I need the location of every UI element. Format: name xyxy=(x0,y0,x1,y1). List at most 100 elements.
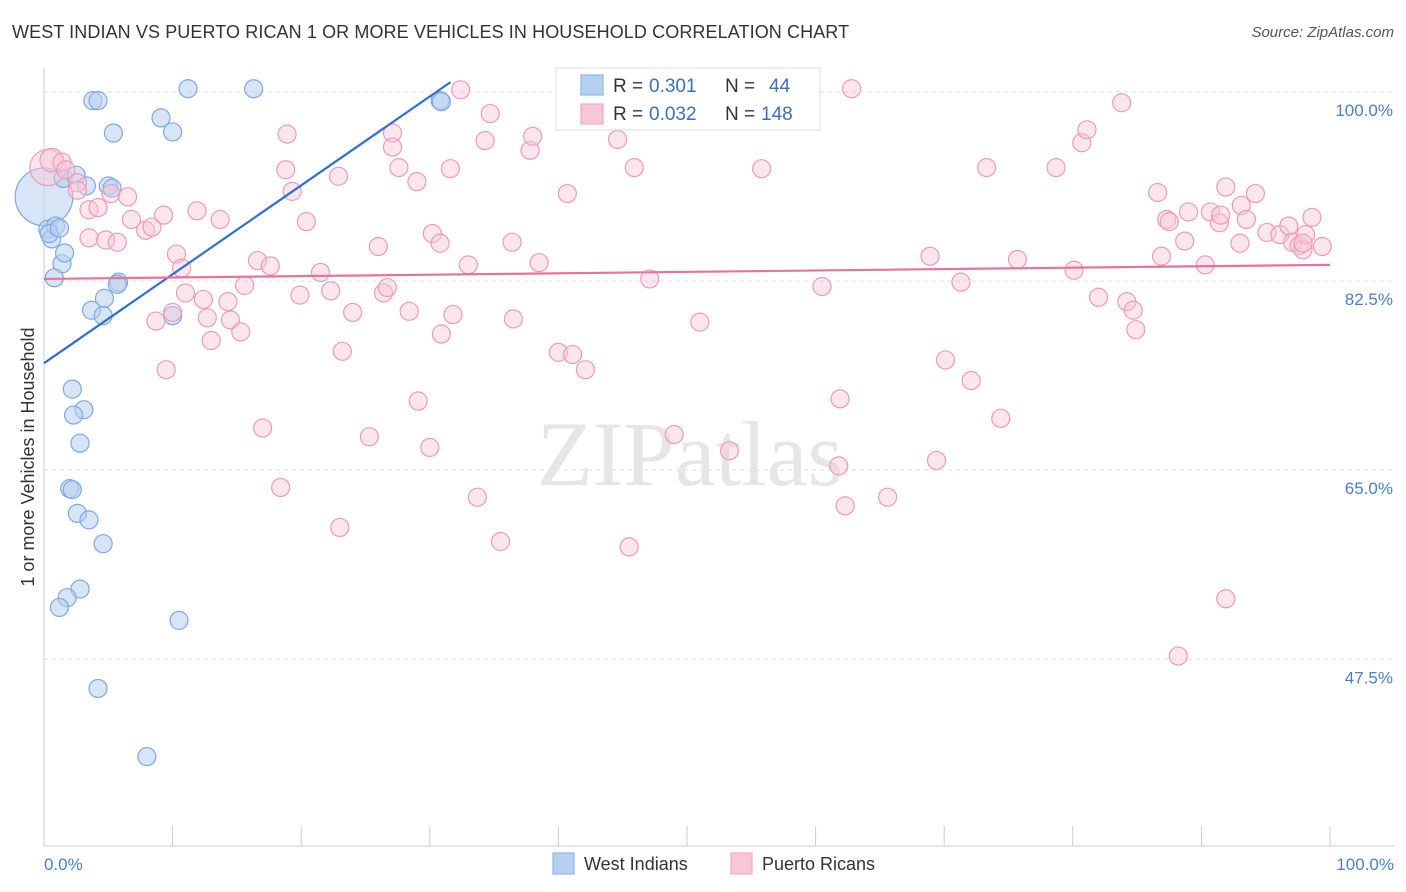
puerto-rican-point xyxy=(557,183,578,204)
puerto-rican-point xyxy=(96,230,116,250)
puerto-rican-point xyxy=(197,308,217,328)
puerto-rican-point xyxy=(1211,205,1231,225)
puerto-rican-point xyxy=(296,212,316,232)
trend-lines xyxy=(43,81,1331,365)
puerto-rican-point xyxy=(1126,320,1146,340)
west-indian-point xyxy=(137,746,157,767)
puerto-rican-point xyxy=(193,289,214,310)
puerto-rican-point xyxy=(1302,207,1322,227)
west-indian-point xyxy=(62,480,82,500)
puerto-rican-point xyxy=(607,129,628,150)
legend-n-label-0: N = xyxy=(725,76,755,97)
west-indian-point xyxy=(88,91,108,111)
puerto-rican-point xyxy=(231,322,251,342)
puerto-rican-point xyxy=(1245,183,1266,204)
puerto-rican-point xyxy=(830,389,850,409)
puerto-rican-point xyxy=(1088,287,1109,307)
west-indian-point xyxy=(70,433,90,453)
puerto-rican-point xyxy=(1175,231,1195,251)
y-axis-label: 1 or more Vehicles in Household xyxy=(18,327,38,586)
puerto-rican-point xyxy=(719,441,740,461)
west-indians-trend-line xyxy=(43,81,452,365)
west-indian-point xyxy=(62,379,82,399)
legend-n-label-1: N = xyxy=(725,104,755,125)
puerto-rican-point xyxy=(520,140,540,160)
puerto-rican-point xyxy=(277,124,297,144)
puerto-rican-point xyxy=(1148,182,1168,203)
y-tick-label: 100.0% xyxy=(1335,101,1393,120)
puerto-rican-point xyxy=(218,292,238,312)
puerto-rican-point xyxy=(142,217,162,237)
puerto-rican-point xyxy=(1279,216,1299,236)
puerto-rican-point xyxy=(121,209,142,230)
puerto-rican-point xyxy=(260,256,280,276)
puerto-rican-point xyxy=(1077,120,1097,140)
puerto-rican-point xyxy=(1209,213,1230,233)
puerto-rican-point xyxy=(1195,255,1215,275)
puerto-rican-point xyxy=(523,126,543,146)
puerto-rican-point xyxy=(480,103,500,124)
puerto-rican-point xyxy=(490,531,511,552)
puerto-rican-point xyxy=(235,275,255,295)
puerto-rican-point xyxy=(310,262,331,283)
bottom-legend-west-indians: West Indians xyxy=(584,854,688,874)
west-indian-point xyxy=(163,122,183,142)
puerto-rican-point xyxy=(420,437,440,458)
west-indian-point xyxy=(49,218,70,238)
puerto-rican-point xyxy=(1178,202,1199,222)
puerto-rican-point xyxy=(503,309,523,329)
puerto-rican-point xyxy=(935,350,956,370)
puerto-rican-point xyxy=(321,281,341,301)
puerto-rican-point xyxy=(977,158,997,178)
x-tick-label-max: 100.0% xyxy=(1336,855,1394,874)
puerto-rican-point xyxy=(920,246,940,266)
puerto-ricans-points xyxy=(29,79,1332,666)
puerto-rican-point xyxy=(430,233,450,253)
west-indian-point xyxy=(169,610,189,630)
west-indian-point xyxy=(431,92,451,112)
bottom-legend: West Indians Puerto Ricans xyxy=(552,852,875,875)
bottom-legend-puerto-ricans: Puerto Ricans xyxy=(762,854,875,874)
west-indian-point xyxy=(54,243,75,263)
puerto-rican-point xyxy=(1112,93,1132,113)
legend-n-value-1: 148 xyxy=(761,104,793,125)
west-indian-point xyxy=(107,274,127,294)
puerto-rican-point xyxy=(502,232,522,252)
y-tick-label: 65.0% xyxy=(1345,479,1393,498)
puerto-rican-point xyxy=(467,487,487,507)
legend-box: R = 0.301 N = 44 R = 0.032 N = 148 xyxy=(555,67,821,131)
puerto-rican-point xyxy=(101,183,121,204)
puerto-rican-point xyxy=(1159,212,1179,232)
puerto-rican-point xyxy=(29,149,67,187)
puerto-rican-point xyxy=(440,159,460,179)
west-indian-point xyxy=(93,534,113,554)
puerto-rican-point xyxy=(422,223,442,244)
puerto-rican-point xyxy=(829,456,849,476)
puerto-rican-point xyxy=(458,255,478,275)
puerto-ricans-trend-line xyxy=(43,263,1331,281)
west-indian-point xyxy=(79,510,99,530)
puerto-rican-point xyxy=(201,330,221,351)
puerto-rican-point xyxy=(253,418,273,438)
puerto-rican-point xyxy=(156,360,176,380)
puerto-rican-point xyxy=(210,209,230,230)
puerto-rican-point xyxy=(163,302,183,323)
puerto-rican-point xyxy=(548,342,569,362)
puerto-rican-point xyxy=(1230,233,1250,253)
legend-swatch-west-indians xyxy=(580,74,604,96)
puerto-rican-point xyxy=(619,537,639,557)
puerto-rican-point xyxy=(1151,246,1172,266)
puerto-rican-point xyxy=(451,80,471,100)
puerto-rican-point xyxy=(117,187,138,207)
puerto-rican-point xyxy=(67,173,88,193)
puerto-rican-point xyxy=(330,517,350,538)
west-indian-point xyxy=(103,123,124,143)
west-indian-point xyxy=(63,405,84,425)
puerto-rican-point xyxy=(835,496,855,516)
puerto-rican-point xyxy=(187,201,207,221)
puerto-rican-point xyxy=(153,205,174,225)
puerto-rican-point xyxy=(407,172,427,192)
puerto-rican-point xyxy=(951,272,971,292)
puerto-rican-point xyxy=(377,277,397,298)
